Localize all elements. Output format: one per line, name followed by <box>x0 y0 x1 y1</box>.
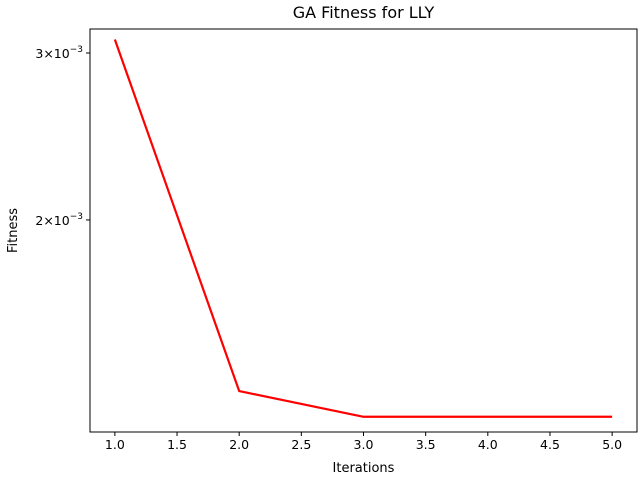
y-tick-label: 2×10−3 <box>35 212 83 228</box>
x-tick-label: 3.0 <box>354 437 374 452</box>
x-axis-label: Iterations <box>333 461 395 476</box>
x-tick-label: 1.5 <box>167 437 187 452</box>
x-tick-label: 2.5 <box>291 437 311 452</box>
y-axis-label: Fitness <box>6 208 21 253</box>
x-tick-label: 4.0 <box>478 437 498 452</box>
series-line-0 <box>113 39 613 418</box>
x-tick-label: 3.5 <box>416 437 436 452</box>
x-axis: 1.0 1.5 2.0 2.5 3.0 3.5 4.0 4.5 5.0 <box>105 432 622 452</box>
x-tick-label: 4.5 <box>540 437 560 452</box>
x-tick-label: 2.0 <box>229 437 249 452</box>
plot-area <box>113 39 613 418</box>
x-tick-label: 5.0 <box>602 437 622 452</box>
x-tick-label: 1.0 <box>105 437 125 452</box>
chart-title: GA Fitness for LLY <box>293 3 435 22</box>
y-axis: 2×10−3 3×10−3 <box>35 45 90 228</box>
y-tick-label: 3×10−3 <box>35 45 83 61</box>
